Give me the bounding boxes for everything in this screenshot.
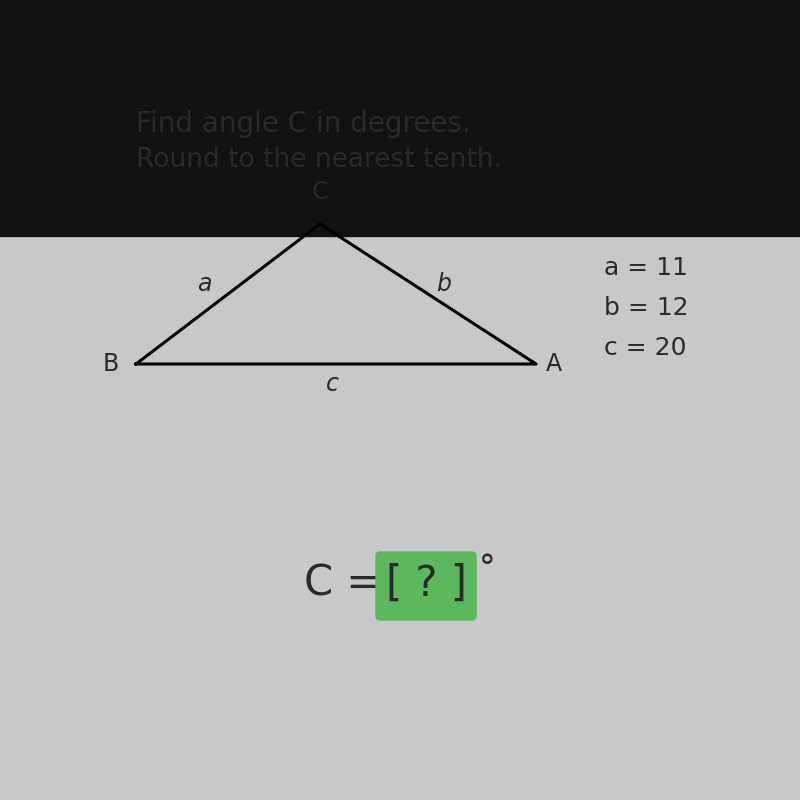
Text: [ ? ]: [ ? ] — [386, 563, 466, 605]
FancyBboxPatch shape — [376, 552, 476, 620]
Text: Find angle C in degrees.: Find angle C in degrees. — [136, 110, 470, 138]
Text: b: b — [437, 272, 451, 296]
Text: c = 20: c = 20 — [604, 336, 686, 360]
Text: c: c — [326, 372, 338, 396]
Text: A: A — [546, 352, 562, 376]
Text: C =: C = — [304, 563, 394, 605]
Text: a: a — [197, 272, 211, 296]
Text: C: C — [312, 180, 328, 204]
Text: B: B — [102, 352, 118, 376]
Text: b = 12: b = 12 — [604, 296, 689, 320]
Text: Round to the nearest tenth.: Round to the nearest tenth. — [136, 147, 502, 173]
Text: °: ° — [478, 553, 495, 586]
Text: a = 11: a = 11 — [604, 256, 688, 280]
